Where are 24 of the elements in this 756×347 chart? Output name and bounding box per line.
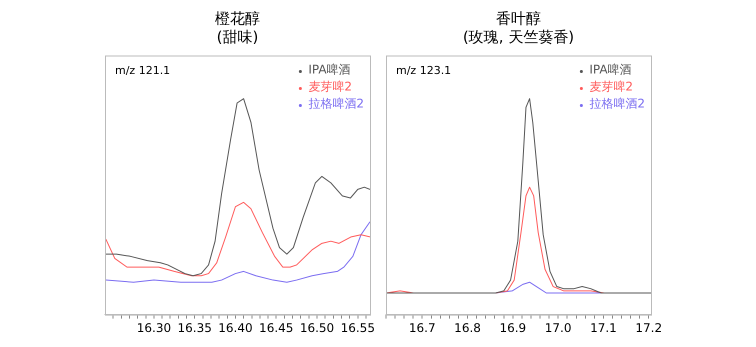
x-tick-label: 16.30 [136, 320, 172, 335]
x-tick-label: 16.9 [499, 320, 526, 335]
x-tick-label: 16.55 [340, 320, 375, 335]
x-tick-label: 16.35 [178, 320, 212, 335]
legend-label: 麦芽啤2 [589, 80, 634, 94]
x-tick-label: 17.2 [635, 320, 662, 335]
x-tick-label: 17.0 [544, 320, 572, 335]
chart-title: 橙花醇 [215, 9, 260, 28]
text: m/z 121.1 [115, 64, 170, 77]
chart-subtitle: (甜味) [216, 28, 258, 46]
legend-label: 拉格啤酒2 [589, 96, 646, 111]
legend-label: 麦芽啤2 [308, 80, 352, 94]
x-tick-label: 16.40 [218, 320, 253, 335]
legend-label: IPA啤酒 [589, 62, 632, 77]
x-tick-label: 16.7 [408, 320, 436, 335]
chart-title: 香叶醇 [496, 9, 541, 28]
legend-label: IPA啤酒 [308, 62, 351, 77]
legend-label: 拉格啤酒2 [308, 96, 364, 111]
x-tick-label: 16.50 [300, 320, 334, 335]
text: m/z 123.1 [396, 64, 452, 77]
x-tick-label: 17.1 [590, 320, 617, 335]
chart-subtitle: (玫瑰, 天竺葵香) [462, 28, 574, 46]
x-tick-label: 16.45 [259, 320, 294, 335]
x-tick-label: 16.8 [454, 320, 481, 335]
